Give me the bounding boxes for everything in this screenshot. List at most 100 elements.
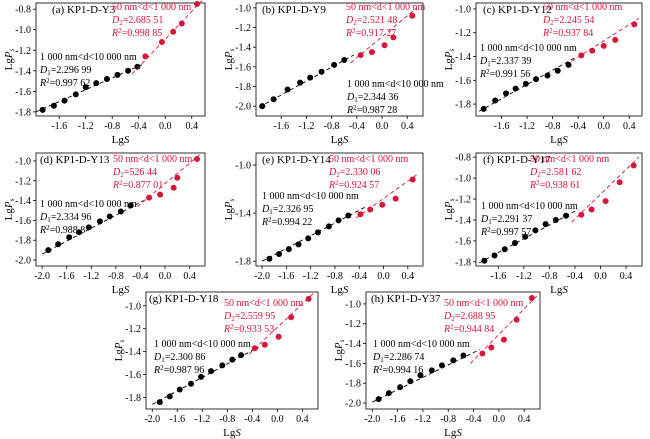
annotation-large-pores-1: 1 000 nm<d<10 000 nm <box>481 201 578 212</box>
data-point-large-pores <box>563 212 570 219</box>
data-point-large-pores <box>428 367 435 374</box>
y-tick-label: -1.8 <box>235 257 251 268</box>
x-axis-label: LgS <box>112 284 130 296</box>
data-point-large-pores <box>285 246 292 253</box>
annotation-large-pores-2: D1=2.326 95 <box>261 204 313 216</box>
y-tick-label: -1.8 <box>15 236 31 247</box>
fit-line-large-pores <box>478 209 579 264</box>
y-tick-label: -1.0 <box>235 161 251 172</box>
x-tick-label: -1.2 <box>516 271 532 282</box>
panel-title: (a) KP1-D-Y3 <box>52 4 116 16</box>
data-point-small-pores <box>170 184 177 191</box>
y-tick-label: -1.6 <box>15 216 31 227</box>
x-axis-label: LgS <box>331 284 349 296</box>
data-point-large-pores <box>492 97 499 104</box>
data-point-large-pores <box>39 106 46 113</box>
x-tick-label: -0.4 <box>244 414 260 425</box>
data-point-large-pores <box>325 223 332 230</box>
data-point-large-pores <box>93 80 100 87</box>
y-axis-label: LgPs <box>3 198 16 220</box>
panel-title: (e) KP1-D-Y14 <box>262 154 331 166</box>
annotation-large-pores-1: 1 000 nm<d<10 000 nm <box>262 191 359 202</box>
data-point-small-pores <box>578 52 585 59</box>
x-tick-label: -0.8 <box>327 271 343 282</box>
x-tick-label: -0.8 <box>440 414 456 425</box>
x-tick-label: 0.4 <box>402 271 415 282</box>
annotation-small-pores-3: R2=0.924 57 <box>328 179 379 191</box>
data-point-large-pores <box>219 362 226 369</box>
data-point-large-pores <box>127 202 134 209</box>
data-point-large-pores <box>542 221 549 228</box>
y-axis-label: LgPs <box>3 48 16 70</box>
data-point-large-pores <box>61 97 68 104</box>
data-point-large-pores <box>512 85 519 92</box>
plot-frame <box>35 2 206 117</box>
y-tick-label: -1.2 <box>455 195 471 206</box>
data-point-large-pores <box>76 229 83 236</box>
y-tick-label: -1.6 <box>455 236 471 247</box>
data-point-small-pores <box>409 176 416 183</box>
data-point-small-pores <box>288 314 295 321</box>
data-point-large-pores <box>501 246 508 253</box>
data-point-large-pores <box>208 368 215 375</box>
x-tick-label: -0.8 <box>542 271 558 282</box>
fit-line-large-pores <box>478 57 576 112</box>
data-point-large-pores <box>481 257 488 264</box>
x-tick-label: -0.4 <box>466 414 482 425</box>
y-tick-label: -0.8 <box>15 5 31 16</box>
data-point-large-pores <box>114 71 121 78</box>
data-point-large-pores <box>106 213 113 220</box>
y-tick-label: -1.4 <box>235 209 251 220</box>
data-point-large-pores <box>331 61 338 68</box>
annotation-large-pores-2: D1=2.337 39 <box>479 56 531 68</box>
x-tick-label: -1.2 <box>194 414 210 425</box>
annotation-large-pores-1: 1 000 nm<d<10 000 nm <box>347 79 444 90</box>
data-point-large-pores <box>96 218 103 225</box>
data-point-large-pores <box>532 227 539 234</box>
plot-frame <box>475 152 643 267</box>
x-tick-label: 0.0 <box>493 414 506 425</box>
data-point-small-pores <box>528 294 535 301</box>
annotation-small-pores-3: R2=0.944 84 <box>443 323 494 335</box>
x-tick-label: -1.6 <box>278 271 294 282</box>
annotation-large-pores-3: R2=0.994 16 <box>372 364 423 376</box>
x-tick-label: 0.4 <box>623 121 636 132</box>
x-tick-label: -0.4 <box>133 271 149 282</box>
annotation-large-pores-2: D1=2.291 37 <box>480 214 532 226</box>
data-point-small-pores <box>261 341 268 348</box>
y-axis-label: LgPs <box>223 48 236 70</box>
annotation-large-pores-3: R2=0.991 56 <box>479 68 530 80</box>
annotation-small-pores-3: R2=0.933 53 <box>223 323 274 335</box>
fit-line-small-pores <box>248 291 316 355</box>
data-point-small-pores <box>409 12 416 19</box>
panel-title: (b) KP1-D-Y9 <box>262 4 326 16</box>
x-tick-label: -0.4 <box>351 271 367 282</box>
x-tick-label: -0.4 <box>349 121 365 132</box>
plot-frame <box>365 291 541 410</box>
y-tick-label: -1.2 <box>15 46 31 57</box>
x-tick-label: -0.8 <box>324 121 340 132</box>
x-tick-label: -1.6 <box>273 121 289 132</box>
x-tick-label: -0.8 <box>104 121 120 132</box>
x-axis-label: LgS <box>550 284 568 296</box>
y-tick-label: -1.0 <box>455 174 471 185</box>
data-point-small-pores <box>488 344 495 351</box>
data-point-small-pores <box>305 295 312 302</box>
annotation-small-pores-3: R2=0.877 01 <box>112 179 163 191</box>
x-tick-label: 0.4 <box>183 271 196 282</box>
data-point-large-pores <box>341 56 348 63</box>
annotation-large-pores-3: R2=0.988 8 <box>39 224 85 236</box>
y-tick-label: -2.0 <box>235 102 251 113</box>
annotation-small-pores-2: D2=526 44 <box>112 167 157 179</box>
data-point-large-pores <box>134 63 141 70</box>
annotation-large-pores-1: 1 000 nm<d<10 000 nm <box>40 199 137 210</box>
data-point-small-pores <box>381 42 388 49</box>
data-point-small-pores <box>612 36 619 43</box>
x-axis-label: LgS <box>331 134 349 146</box>
data-point-large-pores <box>438 362 445 369</box>
annotation-large-pores-2: D1=2.344 36 <box>346 92 398 104</box>
data-point-small-pores <box>479 350 486 357</box>
y-tick-label: -1.8 <box>455 257 471 268</box>
x-tick-label: 0.4 <box>296 414 309 425</box>
